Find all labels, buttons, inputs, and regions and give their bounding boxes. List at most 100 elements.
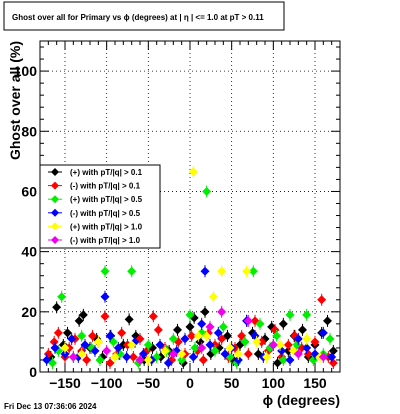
legend-marker (51, 222, 59, 231)
data-point (325, 334, 335, 344)
data-point (213, 328, 223, 338)
data-point (252, 337, 262, 347)
data-point (180, 334, 190, 344)
data-point (285, 310, 295, 320)
data-point (197, 319, 207, 329)
data-point (124, 314, 134, 324)
data-point (327, 352, 337, 362)
data-point (243, 316, 253, 326)
data-point (220, 349, 230, 359)
data-point (110, 352, 120, 362)
data-point (318, 352, 328, 362)
data-point (100, 266, 110, 276)
data-point (197, 343, 207, 353)
data-point (302, 334, 312, 344)
data-point (200, 266, 210, 276)
data-point (302, 310, 312, 320)
data-point (100, 311, 110, 321)
legend-marker (51, 168, 59, 176)
data-point (42, 355, 52, 365)
data-point (60, 343, 70, 353)
data-point (122, 352, 132, 362)
data-point (77, 349, 87, 359)
data-point (168, 349, 178, 359)
data-point (293, 334, 303, 344)
legend: (+) with pT/|q| > 0.1 (-) with pT/|q| > 0… (39, 164, 161, 249)
data-point (117, 328, 127, 338)
x-tick-label: 0 (186, 375, 194, 391)
legend-box (39, 164, 161, 249)
data-point (163, 358, 173, 368)
legend-label: (-) with pT/|q| > 1.0 (70, 236, 141, 245)
data-point (310, 337, 320, 347)
data-point (202, 331, 212, 341)
data-point (217, 334, 227, 344)
x-tick-label: 50 (224, 375, 240, 391)
data-point (49, 337, 59, 347)
data-point (168, 334, 178, 344)
data-point (278, 355, 288, 365)
data-point (248, 266, 258, 276)
data-point (177, 349, 187, 359)
data-point (127, 266, 137, 276)
legend-label: (-) with pT/|q| > 0.5 (70, 209, 141, 218)
data-point (185, 322, 195, 332)
legend-marker (51, 208, 59, 217)
data-point (187, 331, 197, 341)
x-tick-label: 150 (303, 375, 327, 391)
footer-timestamp: Fri Dec 13 07:36:06 2024 (4, 402, 97, 411)
data-point (193, 331, 203, 341)
data-point (283, 340, 293, 350)
data-point (323, 316, 332, 326)
data-point (217, 266, 227, 276)
data-point (100, 292, 110, 302)
data-point (200, 307, 210, 317)
data-point (210, 340, 220, 350)
data-point (95, 355, 105, 365)
y-tick-label: 0 (29, 364, 37, 380)
data-point (108, 337, 118, 347)
data-point (210, 346, 220, 356)
legend-entry-1: (-) with pT/|q| > 0.1 (48, 181, 141, 191)
series-5 (68, 305, 328, 366)
data-point (173, 325, 182, 335)
legend-entry-2: (+) with pT/|q| > 0.5 (48, 195, 143, 204)
data-point (205, 340, 215, 350)
data-point (255, 319, 265, 329)
x-axis-title: ϕ (degrees) (263, 392, 340, 408)
data-point (262, 352, 272, 362)
data-point (105, 358, 115, 368)
data-point (102, 346, 112, 356)
x-tick-label: −150 (49, 375, 81, 391)
legend-entry-0: (+) with pT/|q| > 0.1 (48, 168, 143, 177)
x-tick-label: −50 (136, 375, 160, 391)
data-point (242, 266, 252, 276)
legend-label: (+) with pT/|q| > 1.0 (70, 222, 143, 231)
data-point (113, 343, 123, 353)
data-point (127, 340, 137, 350)
y-axis-title: Ghost over all (%) (7, 41, 23, 160)
data-point (143, 355, 153, 365)
data-point (283, 346, 293, 356)
data-point (74, 316, 84, 326)
data-point (135, 355, 145, 365)
y-tick-label: 20 (21, 304, 37, 320)
data-point (153, 325, 163, 335)
data-point (143, 340, 153, 350)
legend-entry-4: (+) with pT/|q| > 1.0 (48, 222, 143, 231)
data-point (63, 328, 72, 338)
data-point (57, 292, 67, 302)
data-point (67, 334, 77, 344)
y-tick-label: 100 (14, 63, 38, 79)
data-point (185, 310, 195, 320)
data-point (52, 302, 62, 312)
data-point (105, 331, 115, 341)
data-point (53, 328, 63, 338)
data-point (233, 355, 243, 365)
y-tick-label: 60 (21, 183, 37, 199)
legend-marker (51, 236, 59, 244)
data-point (268, 340, 278, 350)
data-point (138, 349, 148, 359)
legend-entries: (+) with pT/|q| > 0.1 (-) with pT/|q| > 0… (48, 168, 143, 245)
data-point (160, 346, 170, 356)
